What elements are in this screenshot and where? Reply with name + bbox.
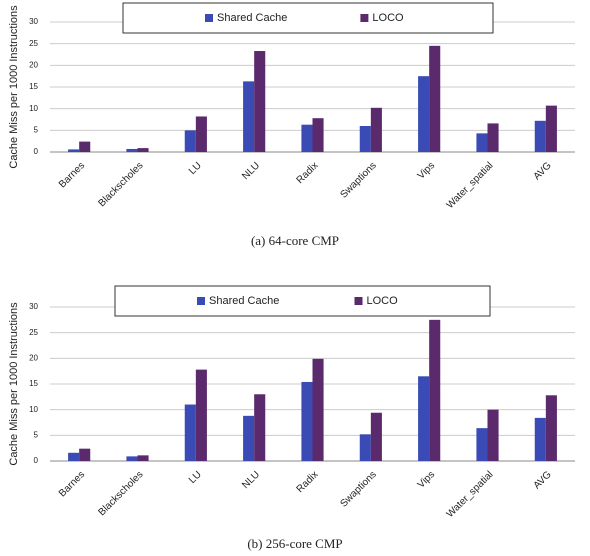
y-tick-label: 20 — [29, 60, 38, 69]
legend-box — [114, 285, 491, 317]
y-axis-label: Cache Miss per 1000 Instructions — [8, 5, 20, 169]
y-tick-label: 15 — [29, 379, 38, 388]
legend-label: Shared Cache — [217, 12, 287, 24]
bar — [359, 434, 371, 461]
bar — [545, 395, 557, 461]
x-tick-label: LU — [187, 469, 204, 486]
x-tick-label: AVG — [532, 469, 554, 491]
bar — [476, 428, 488, 461]
legend-label: Shared Cache — [209, 295, 279, 307]
bar — [312, 118, 324, 152]
y-tick-label: 0 — [34, 456, 39, 465]
bar — [137, 148, 149, 152]
bar — [534, 120, 546, 152]
legend-swatch — [354, 297, 363, 305]
x-tick-label: Swaptions — [338, 160, 378, 200]
bar — [254, 51, 266, 152]
x-tick-label: Radix — [295, 469, 321, 495]
bar — [254, 394, 266, 461]
y-tick-label: 25 — [29, 39, 38, 48]
bar — [184, 130, 196, 152]
bar — [126, 148, 138, 152]
x-tick-label: Water_spatial — [445, 160, 496, 211]
y-axis-label: Cache Miss per 1000 Instructions — [8, 302, 20, 466]
legend-label: LOCO — [372, 12, 404, 24]
bar — [429, 319, 441, 461]
y-tick-label: 25 — [29, 328, 38, 337]
y-tick-label: 20 — [29, 353, 38, 362]
legend-box — [122, 2, 494, 34]
x-tick-label: Water_spatial — [445, 469, 496, 520]
caption: (b) 256-core CMP — [247, 536, 342, 551]
y-tick-label: 0 — [34, 147, 39, 156]
x-tick-label: LU — [187, 160, 204, 177]
caption: (a) 64-core CMP — [251, 233, 339, 248]
bar — [487, 409, 499, 461]
y-tick-label: 30 — [29, 302, 38, 311]
bar — [359, 126, 371, 152]
bar — [545, 105, 557, 152]
bar — [79, 141, 91, 152]
bar — [195, 369, 207, 461]
bar — [312, 358, 324, 461]
y-tick-label: 5 — [34, 125, 39, 134]
x-tick-label: Vips — [416, 469, 437, 490]
bar — [418, 376, 430, 461]
bar — [243, 415, 255, 461]
y-tick-label: 30 — [29, 17, 38, 26]
bar — [487, 123, 499, 152]
bar — [429, 45, 441, 153]
bar — [534, 417, 546, 461]
x-tick-label: NLU — [240, 160, 262, 182]
bar — [126, 456, 138, 461]
y-tick-label: 10 — [29, 405, 38, 414]
y-tick-label: 5 — [34, 430, 39, 439]
legend-swatch — [205, 14, 213, 22]
bar — [370, 107, 382, 152]
x-tick-label: Radix — [295, 160, 321, 186]
y-tick-label: 15 — [29, 82, 38, 91]
legend-swatch — [197, 297, 205, 305]
x-tick-label: Blackscholes — [96, 160, 145, 209]
x-tick-label: Barnes — [57, 469, 87, 499]
x-tick-label: Vips — [416, 160, 437, 181]
bar — [370, 412, 382, 461]
bar — [243, 81, 255, 152]
bar — [68, 452, 80, 461]
x-tick-label: AVG — [532, 160, 554, 182]
legend-label: LOCO — [367, 295, 399, 307]
bar — [184, 404, 196, 461]
bar — [476, 133, 488, 152]
x-tick-label: Blackscholes — [96, 469, 145, 518]
x-tick-label: NLU — [240, 469, 262, 491]
legend-swatch — [360, 14, 369, 22]
y-tick-label: 10 — [29, 104, 38, 113]
bar — [79, 448, 91, 461]
bar — [301, 124, 313, 152]
bar — [418, 76, 430, 152]
bar — [68, 149, 80, 152]
x-tick-label: Barnes — [57, 160, 87, 190]
x-tick-label: Swaptions — [338, 469, 378, 509]
bar — [301, 381, 313, 461]
bar — [137, 455, 149, 461]
bar — [195, 116, 207, 152]
